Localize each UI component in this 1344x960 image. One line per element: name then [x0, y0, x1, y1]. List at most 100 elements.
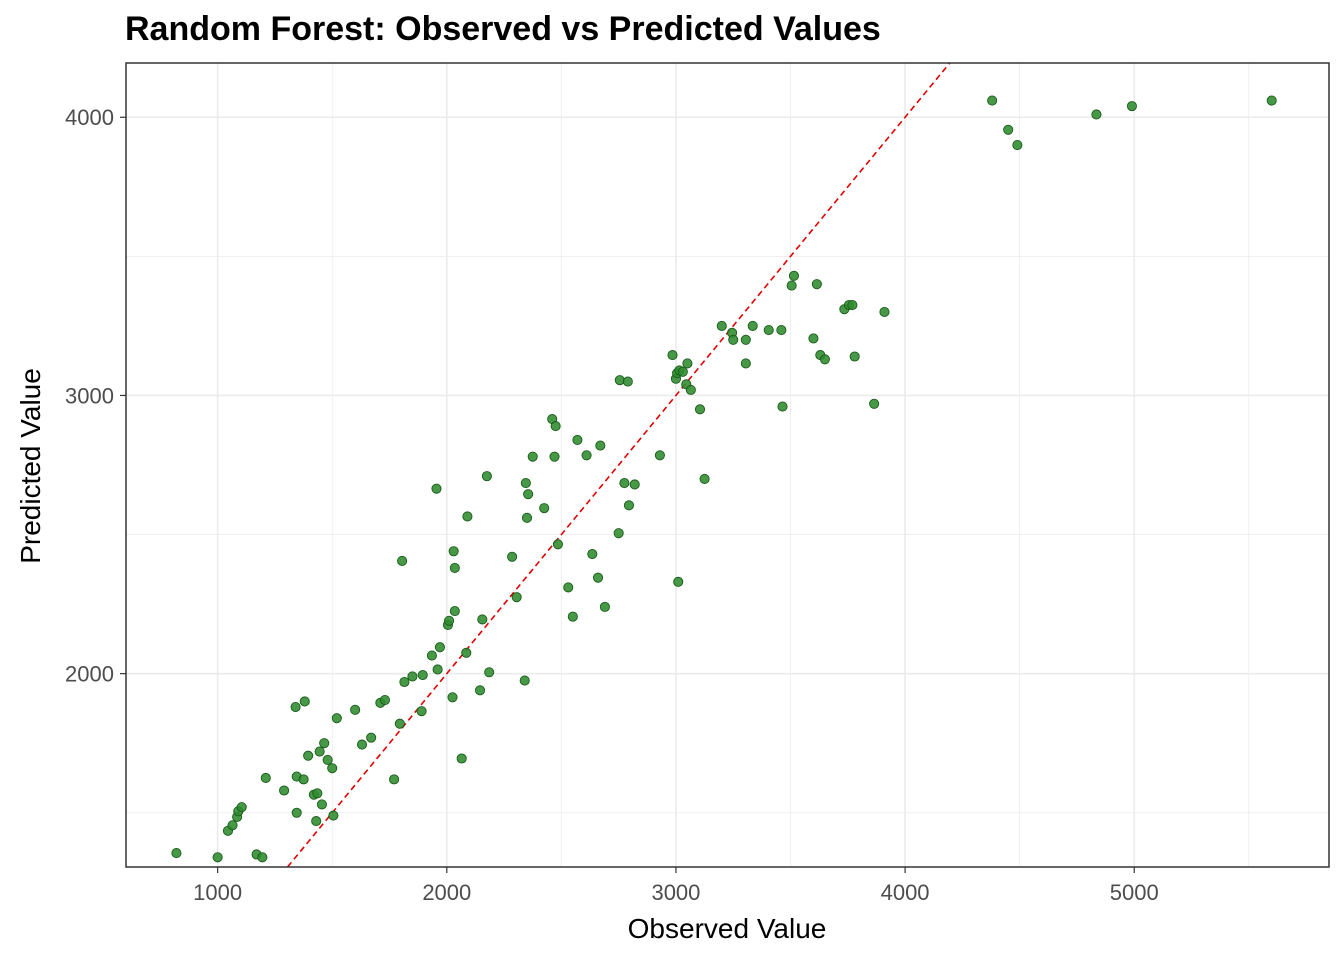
data-point [673, 576, 684, 587]
data-point [407, 671, 418, 682]
data-point [379, 695, 390, 706]
data-point [613, 528, 624, 539]
data-point [394, 718, 405, 729]
data-point [1003, 124, 1014, 135]
data-point [808, 333, 819, 344]
data-point [260, 772, 271, 784]
data-point [694, 404, 706, 415]
data-point [311, 816, 322, 827]
x-tick-label: 5000 [1110, 880, 1159, 905]
data-point [519, 675, 530, 686]
data-point [449, 562, 460, 573]
data-point [312, 788, 323, 799]
data-point [432, 664, 443, 675]
x-tick-label: 3000 [651, 880, 700, 905]
data-point [449, 606, 460, 617]
data-point [549, 451, 560, 462]
data-point [299, 696, 310, 707]
data-point [747, 320, 758, 331]
grid-lines [126, 63, 1329, 867]
reference-line-layer [286, 62, 951, 868]
data-point [563, 582, 574, 593]
data-point [849, 351, 860, 362]
data-point [699, 473, 710, 484]
x-axis-title: Observed Value [628, 913, 827, 944]
data-point [366, 732, 377, 743]
data-point [461, 647, 472, 658]
data-point [350, 704, 361, 715]
data-point [685, 384, 696, 395]
x-tick-label: 2000 [422, 880, 471, 905]
data-point [327, 763, 338, 774]
data-point [291, 807, 302, 818]
data-point [227, 820, 238, 831]
data-point [1012, 140, 1023, 151]
y-axis-title: Predicted Value [15, 368, 46, 564]
data-point [567, 611, 578, 622]
data-point [788, 270, 800, 281]
data-point [550, 421, 561, 432]
data-point [763, 325, 774, 336]
data-point [595, 440, 606, 451]
data-point [290, 701, 301, 713]
data-point [298, 774, 309, 785]
data-point [416, 706, 427, 717]
data-point [523, 489, 534, 500]
data-point [456, 753, 467, 764]
data-point [331, 713, 342, 724]
data-point [399, 676, 410, 688]
data-point [328, 810, 339, 821]
data-point [623, 500, 635, 511]
data-point [511, 592, 522, 603]
data-point [426, 650, 437, 661]
data-point [316, 799, 327, 810]
data-point [786, 280, 797, 291]
data-point [507, 551, 518, 562]
data-point [389, 774, 400, 785]
data-point [539, 503, 550, 514]
data-point [879, 306, 890, 318]
data-point [434, 642, 445, 653]
data-point [572, 434, 583, 446]
data-point [520, 478, 531, 489]
data-point [431, 483, 442, 494]
data-point [987, 95, 998, 106]
data-point [619, 478, 630, 489]
data-point [448, 546, 459, 557]
data-point [587, 548, 598, 560]
data-point [236, 802, 247, 813]
data-point [592, 572, 604, 583]
data-point [474, 685, 486, 696]
data-point [1266, 95, 1277, 106]
y-tick-label: 4000 [65, 105, 114, 130]
data-point [484, 667, 495, 678]
x-tick-label: 4000 [881, 880, 930, 905]
data-point [654, 450, 665, 461]
data-point [677, 366, 688, 377]
data-point [527, 451, 538, 462]
data-point [521, 512, 533, 523]
data-point [257, 852, 268, 863]
y-tick-label: 3000 [65, 383, 114, 408]
plot-panel-border [125, 62, 1330, 868]
x-tick-label: 1000 [193, 880, 242, 905]
data-point [819, 354, 830, 365]
data-point [171, 848, 182, 859]
data-point [716, 320, 727, 331]
data-point [740, 334, 751, 345]
data-point [740, 358, 751, 369]
axis-ticks: 1000 2000 3000 4000 5000 2000 3000 4000 [65, 105, 1159, 905]
data-point [728, 334, 739, 345]
data-point [811, 279, 822, 290]
data-point [279, 785, 290, 796]
data-point [667, 350, 678, 361]
data-point [462, 511, 473, 522]
data-point [629, 479, 640, 490]
data-point [477, 614, 488, 625]
data-point [322, 754, 333, 765]
data-point [447, 692, 458, 703]
data-point [599, 601, 610, 612]
data-point [776, 325, 787, 336]
data-point [444, 615, 455, 626]
